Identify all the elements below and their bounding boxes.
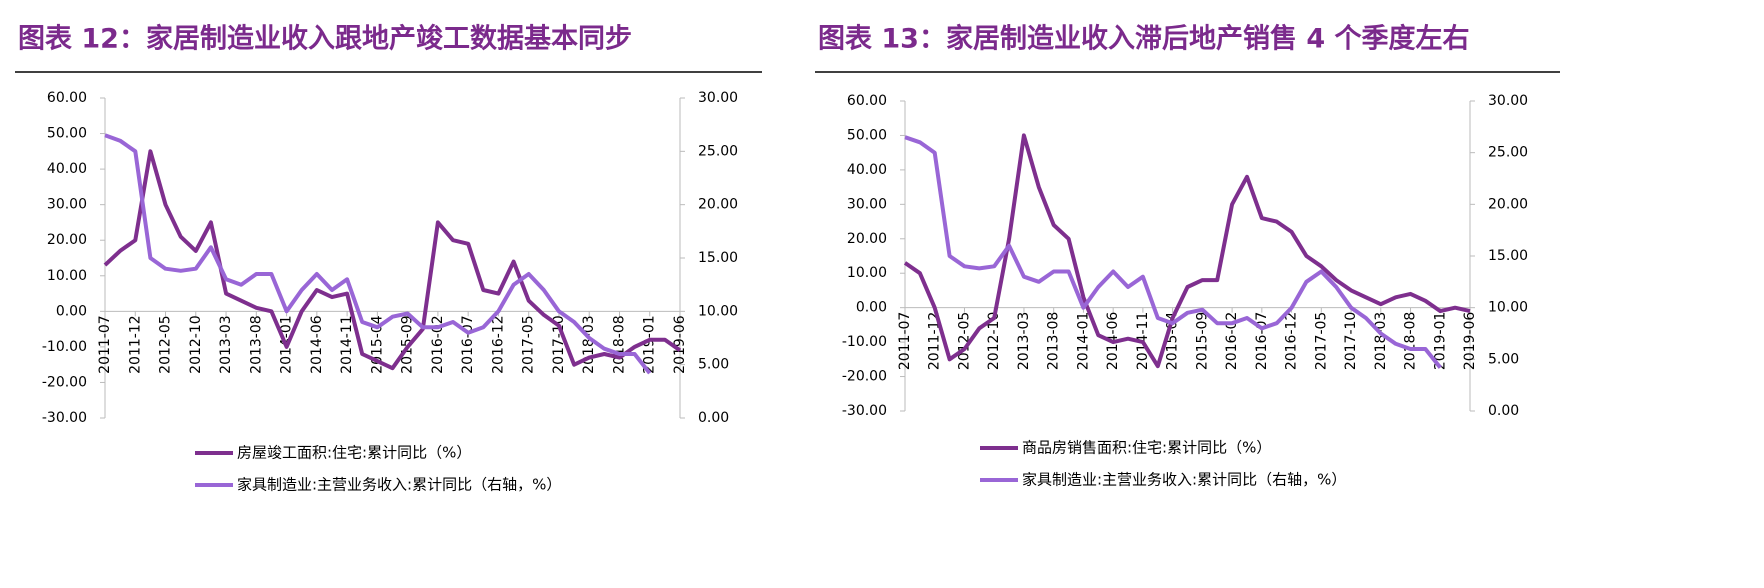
x-tick-label: 2016-12	[490, 315, 506, 374]
x-tick-label: 2013-03	[218, 315, 234, 374]
legend-label: 商品房销售面积:住宅:累计同比（%）	[1022, 439, 1271, 457]
y-tick-label: -10.00	[842, 334, 887, 350]
x-tick-label: 2016-02	[430, 315, 446, 374]
series-line	[104, 133, 652, 375]
x-tick-label: 2011-07	[897, 312, 913, 371]
x-tick-label: 2015-09	[1194, 312, 1210, 371]
y-tick-label: 30.00	[847, 196, 887, 212]
x-tick-label: 2019-06	[672, 315, 688, 374]
y-tick-label: -20.00	[842, 369, 887, 385]
x-tick-label: 2018-08	[1403, 312, 1419, 371]
y2-tick-label: 30.00	[698, 90, 738, 106]
y2-tick-label: 0.00	[698, 410, 729, 426]
x-tick-label: 2017-05	[521, 315, 537, 374]
y2-tick-label: 25.00	[1488, 145, 1528, 161]
y-tick-label: 60.00	[47, 90, 87, 106]
y-tick-label: 0.00	[856, 300, 887, 316]
series-line	[904, 135, 1442, 369]
x-tick-label: 2012-05	[956, 312, 972, 371]
x-tick-label: 2019-01	[1432, 312, 1448, 371]
y-tick-label: 10.00	[847, 265, 887, 281]
y2-tick-label: 0.00	[1488, 403, 1519, 419]
x-tick-label: 2019-01	[642, 315, 658, 374]
y-tick-label: 40.00	[47, 161, 87, 177]
legend-label: 房屋竣工面积:住宅:累计同比（%）	[237, 444, 471, 462]
x-tick-label: 2017-10	[551, 315, 567, 374]
x-tick-label: 2018-08	[611, 315, 627, 374]
x-tick-label: 2019-06	[1462, 312, 1478, 371]
x-tick-label: 2011-12	[127, 315, 143, 374]
x-tick-label: 2016-07	[460, 315, 476, 374]
y-tick-label: 30.00	[47, 197, 87, 213]
chart-title: 图表 12：家居制造业收入跟地产竣工数据基本同步	[18, 23, 632, 55]
y-tick-label: 0.00	[56, 303, 87, 319]
x-tick-label: 2013-03	[1016, 312, 1032, 371]
y-tick-label: -10.00	[42, 339, 87, 355]
x-tick-label: 2018-03	[581, 315, 597, 374]
y-tick-label: 20.00	[847, 231, 887, 247]
x-tick-label: 2011-07	[97, 315, 113, 374]
x-tick-label: 2014-01	[1075, 312, 1091, 371]
x-tick-label: 2012-10	[986, 312, 1002, 371]
legend-label: 家具制造业:主营业务收入:累计同比（右轴，%）	[237, 476, 561, 494]
y-tick-label: -30.00	[42, 410, 87, 426]
y-tick-label: 20.00	[47, 232, 87, 248]
legend-label: 家具制造业:主营业务收入:累计同比（右轴，%）	[1022, 471, 1346, 489]
x-tick-label: 2013-08	[1046, 312, 1062, 371]
y-tick-label: 50.00	[847, 127, 887, 143]
x-tick-label: 2014-11	[339, 315, 355, 374]
y2-tick-label: 5.00	[1488, 351, 1519, 367]
y2-tick-label: 10.00	[698, 303, 738, 319]
x-tick-label: 2012-05	[158, 315, 174, 374]
x-tick-label: 2016-02	[1224, 312, 1240, 371]
series-line	[103, 149, 682, 371]
y-tick-label: -30.00	[842, 403, 887, 419]
y2-tick-label: 15.00	[698, 250, 738, 266]
x-tick-label: 2014-06	[309, 315, 325, 374]
y2-tick-label: 25.00	[698, 143, 738, 159]
y-tick-label: 50.00	[47, 126, 87, 142]
x-tick-label: 2016-12	[1284, 312, 1300, 371]
x-tick-label: 2012-10	[188, 315, 204, 374]
y2-tick-label: 20.00	[1488, 196, 1528, 212]
x-tick-label: 2016-07	[1254, 312, 1270, 371]
y-tick-label: 10.00	[47, 268, 87, 284]
x-tick-label: 2017-10	[1343, 312, 1359, 371]
x-tick-label: 2013-08	[248, 315, 264, 374]
y2-tick-label: 15.00	[1488, 248, 1528, 264]
y2-tick-label: 30.00	[1488, 93, 1528, 109]
y2-tick-label: 10.00	[1488, 300, 1528, 316]
y-tick-label: 60.00	[847, 93, 887, 109]
y2-tick-label: 20.00	[698, 197, 738, 213]
x-tick-label: 2017-05	[1313, 312, 1329, 371]
chart-title: 图表 13：家居制造业收入滞后地产销售 4 个季度左右	[818, 23, 1470, 55]
x-tick-label: 2018-03	[1373, 312, 1389, 371]
y2-tick-label: 5.00	[698, 357, 729, 373]
y-tick-label: 40.00	[847, 162, 887, 178]
series-line	[903, 133, 1471, 369]
y-tick-label: -20.00	[42, 374, 87, 390]
